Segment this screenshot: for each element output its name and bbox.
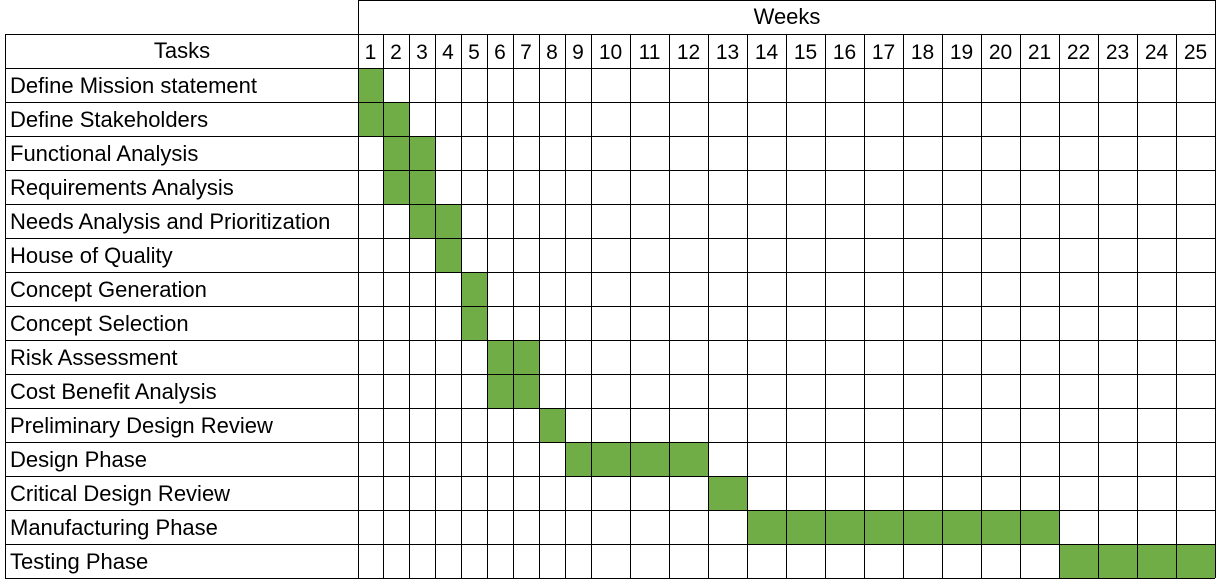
task-bar-cell — [747, 510, 786, 544]
task-label: Needs Analysis and Prioritization — [10, 209, 330, 234]
task-bar-cell — [1098, 544, 1137, 578]
weeks-header: Weeks — [754, 4, 821, 29]
task-bar-cell — [942, 510, 981, 544]
task-bar-cell — [409, 204, 435, 238]
task-label: Risk Assessment — [10, 345, 178, 370]
task-label: Define Stakeholders — [10, 107, 208, 132]
week-label: 24 — [1145, 41, 1169, 64]
week-label: 6 — [494, 41, 506, 64]
task-bar-cell — [435, 238, 461, 272]
task-bar-cell — [358, 68, 383, 102]
week-label: 20 — [989, 41, 1012, 64]
task-bar-cell — [825, 510, 864, 544]
task-label: Define Mission statement — [10, 73, 257, 98]
task-bar-cell — [903, 510, 942, 544]
task-bar-cell — [461, 306, 487, 340]
task-label: Critical Design Review — [10, 481, 230, 506]
week-label: 19 — [950, 41, 973, 64]
week-label: 16 — [833, 41, 856, 64]
week-label: 22 — [1067, 41, 1090, 64]
task-bar-cell — [409, 170, 435, 204]
task-bar-cell — [513, 374, 539, 408]
week-label: 18 — [911, 41, 934, 64]
task-bar-cell — [461, 272, 487, 306]
task-label: Manufacturing Phase — [10, 515, 218, 540]
task-bar-cell — [708, 476, 747, 510]
week-label: 15 — [794, 41, 817, 64]
task-bar-cell — [358, 102, 383, 136]
task-bar-cell — [487, 340, 513, 374]
week-label: 14 — [755, 41, 779, 64]
task-bar-cell — [630, 442, 669, 476]
task-bar-cell — [786, 510, 825, 544]
task-label: Preliminary Design Review — [10, 413, 273, 438]
task-bar-cell — [1176, 544, 1215, 578]
task-label: Concept Selection — [10, 311, 189, 336]
task-label: Concept Generation — [10, 277, 207, 302]
task-bar-cell — [383, 136, 409, 170]
task-bar-cell — [383, 102, 409, 136]
week-label: 11 — [639, 41, 661, 64]
task-bar-cell — [409, 136, 435, 170]
task-bar-cell — [1020, 510, 1059, 544]
task-label: Requirements Analysis — [10, 175, 234, 200]
week-label: 12 — [677, 41, 700, 64]
week-label: 21 — [1028, 41, 1051, 64]
week-label: 3 — [416, 41, 428, 64]
week-label: 8 — [546, 41, 558, 64]
week-label: 13 — [716, 41, 739, 64]
tasks-header: Tasks — [154, 38, 210, 63]
task-bar-cell — [565, 442, 591, 476]
task-bars — [358, 68, 1215, 578]
task-bar-cell — [864, 510, 903, 544]
task-label: House of Quality — [10, 243, 173, 268]
week-label: 5 — [468, 41, 480, 64]
week-label: 10 — [599, 41, 622, 64]
week-label: 17 — [872, 41, 895, 64]
week-label: 25 — [1184, 41, 1207, 64]
task-label: Design Phase — [10, 447, 147, 472]
task-label: Testing Phase — [10, 549, 148, 574]
task-bar-cell — [435, 204, 461, 238]
task-bar-cell — [513, 340, 539, 374]
task-bar-cell — [383, 170, 409, 204]
week-label: 7 — [520, 41, 532, 64]
week-label: 2 — [390, 41, 402, 64]
task-label: Cost Benefit Analysis — [10, 379, 217, 404]
task-bar-cell — [1137, 544, 1176, 578]
table-labels: Weeks Tasks 1 2 3 4 5 6 7 8 9 10 11 12 13 14 15 16 17 18 1… — [10, 4, 1207, 574]
task-bar-cell — [591, 442, 630, 476]
week-label: 9 — [572, 41, 584, 64]
task-bar-cell — [669, 442, 708, 476]
task-bar-cell — [487, 374, 513, 408]
week-label: 23 — [1106, 41, 1129, 64]
table-grid — [5, 0, 1216, 579]
task-label: Functional Analysis — [10, 141, 198, 166]
task-bar-cell — [981, 510, 1020, 544]
week-label: 4 — [442, 41, 454, 64]
week-label: 1 — [365, 41, 377, 64]
task-bar-cell — [1059, 544, 1098, 578]
task-bar-cell — [539, 408, 565, 442]
